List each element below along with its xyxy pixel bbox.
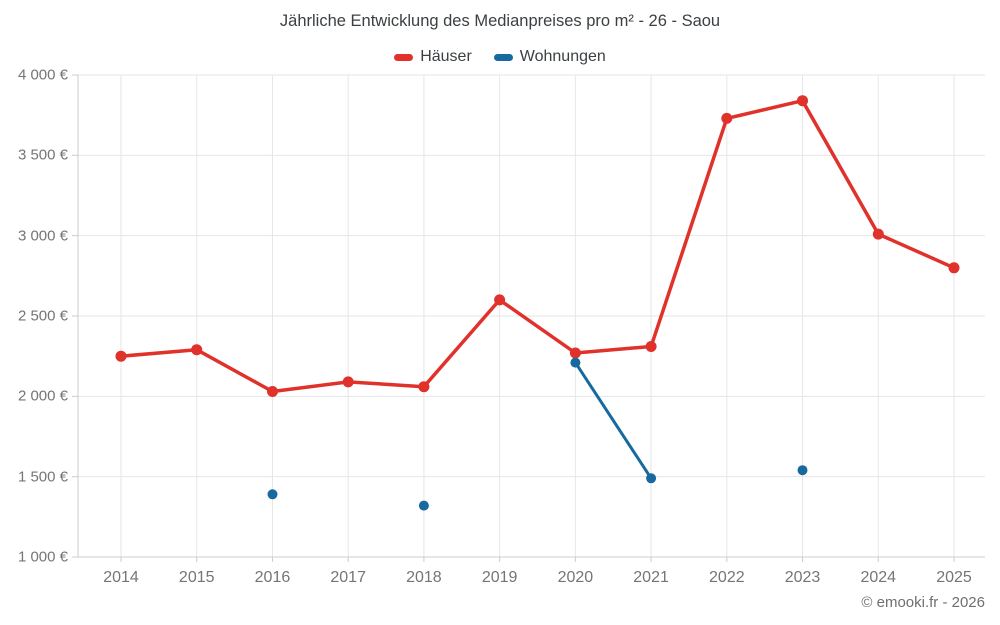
series-line-wohnungen (575, 363, 802, 479)
data-point-h-user-2015[interactable] (191, 344, 203, 356)
x-axis-tick-label: 2022 (709, 569, 745, 586)
x-axis-tick-label: 2014 (103, 569, 139, 586)
data-point-wohnungen-2020[interactable] (570, 357, 581, 368)
x-axis-tick-label: 2016 (254, 569, 291, 586)
x-axis-tick-label: 2025 (936, 569, 972, 586)
data-point-h-user-2014[interactable] (115, 350, 127, 362)
y-axis-tick-label: 1 500 € (17, 468, 68, 486)
x-axis-tick-label: 2017 (330, 569, 366, 586)
y-axis-tick-label: 2 500 € (17, 307, 68, 325)
x-axis-tick-label: 2018 (406, 569, 442, 586)
data-point-wohnungen-2018[interactable] (418, 500, 429, 511)
x-axis-tick-label: 2021 (633, 569, 669, 586)
y-axis-tick-label: 2 000 € (17, 387, 68, 405)
data-point-h-user-2021[interactable] (645, 341, 657, 352)
data-point-h-user-2018[interactable] (418, 381, 430, 393)
data-point-wohnungen-2023[interactable] (797, 465, 808, 476)
x-axis-tick-label: 2015 (178, 569, 215, 586)
legend-item-wohnungen[interactable]: Wohnungen (493, 48, 606, 66)
data-point-h-user-2017[interactable] (342, 376, 354, 388)
x-axis-tick-label: 2020 (557, 569, 594, 586)
legend-label-wohnungen: Wohnungen (519, 48, 606, 65)
x-axis-tick-label: 2024 (860, 569, 897, 586)
chart-title: Jährliche Entwicklung des Medianpreises … (279, 12, 721, 30)
data-point-wohnungen-2016[interactable] (267, 489, 278, 500)
x-axis-tick-label: 2023 (784, 569, 821, 586)
y-axis-tick-label: 3 500 € (17, 146, 68, 164)
chart-legend: Häuser Wohnungen (0, 48, 1000, 66)
y-axis-tick-label: 3 000 € (17, 227, 68, 245)
data-point-h-user-2022[interactable] (721, 112, 733, 124)
data-point-h-user-2016[interactable] (267, 386, 278, 397)
y-axis-tick-label: 4 000 € (17, 66, 68, 84)
data-point-h-user-2019[interactable] (494, 294, 506, 306)
legend-item-haeuser[interactable]: Häuser (394, 48, 472, 66)
data-point-h-user-2020[interactable] (569, 347, 581, 359)
data-point-h-user-2023[interactable] (797, 95, 808, 107)
data-point-h-user-2024[interactable] (872, 228, 884, 240)
copyright-note: © emooki.fr - 2026 (861, 594, 985, 611)
x-axis-tick-label: 2019 (481, 569, 518, 586)
haeuser-series-swatch-icon (394, 53, 414, 61)
series-line-h-user (119, 98, 956, 394)
legend-label-haeuser: Häuser (420, 48, 472, 65)
y-axis-tick-label: 1 000 € (17, 548, 68, 566)
data-point-h-user-2025[interactable] (948, 262, 960, 274)
data-point-wohnungen-2021[interactable] (646, 473, 657, 484)
wohnungen-series-swatch-icon (493, 53, 513, 61)
